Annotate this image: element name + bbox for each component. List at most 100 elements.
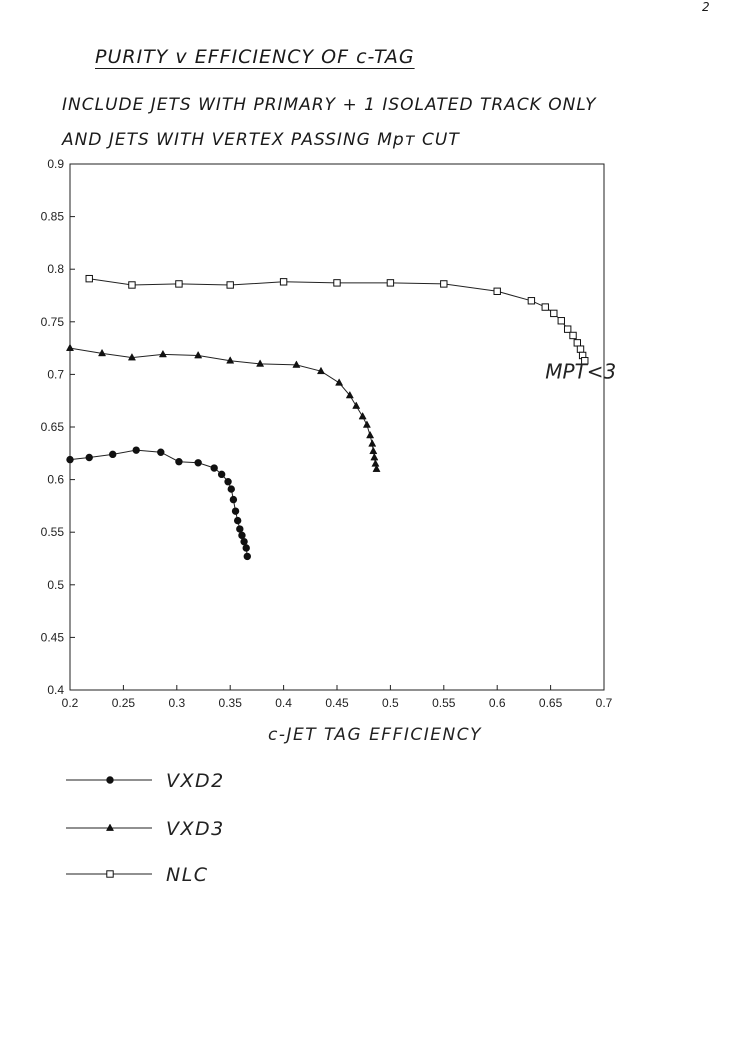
- data-point-vxd2: [242, 544, 250, 552]
- data-point-vxd2: [236, 525, 244, 533]
- series-line-vxd3: [69, 347, 377, 470]
- data-point-vxd3: [352, 401, 361, 409]
- legend-label-vxd2: VXD2: [166, 770, 225, 792]
- y-tick-label: 0.65: [41, 420, 65, 434]
- data-point-nlc: [563, 325, 572, 333]
- data-point-vxd2: [240, 537, 248, 546]
- series-line-vxd2: [69, 449, 248, 557]
- series-vxd2: [66, 446, 251, 561]
- data-point-nlc: [279, 278, 288, 286]
- data-point-vxd3: [369, 446, 378, 455]
- data-point-vxd3: [362, 420, 371, 428]
- y-tick-label: 0.8: [47, 262, 64, 276]
- data-point-nlc: [569, 331, 577, 340]
- data-point-vxd3: [335, 378, 344, 386]
- data-point-vxd3: [292, 360, 301, 368]
- data-point-nlc: [128, 281, 136, 289]
- legend-marker-vxd2: [106, 776, 114, 784]
- data-point-vxd2: [229, 495, 238, 504]
- x-tick-label: 0.5: [382, 696, 399, 710]
- data-point-nlc: [175, 280, 183, 288]
- data-point-nlc: [85, 274, 93, 283]
- legend-label-nlc: NLC: [166, 864, 209, 886]
- legend-marker-vxd3: [105, 823, 115, 831]
- data-point-vxd3: [368, 439, 377, 447]
- y-tick-label: 0.9: [47, 157, 64, 171]
- data-point-vxd3: [127, 353, 136, 361]
- legend-item-nlc: NLC: [66, 864, 209, 886]
- mpt-cut-annotation: MPT<3: [545, 360, 616, 384]
- x-axis-label: c-JET TAG EFFICIENCY: [268, 725, 482, 745]
- data-point-vxd2: [238, 531, 246, 540]
- data-point-vxd3: [256, 359, 265, 367]
- data-point-vxd2: [109, 450, 117, 459]
- y-tick-label: 0.75: [41, 315, 65, 329]
- data-point-vxd2: [227, 485, 235, 493]
- data-point-vxd2: [217, 470, 226, 479]
- data-point-nlc: [440, 280, 448, 288]
- data-point-nlc: [527, 297, 536, 305]
- x-tick-label: 0.2: [62, 696, 79, 710]
- data-point-vxd3: [226, 356, 235, 364]
- plot-frame: [69, 163, 605, 691]
- x-tick-label: 0.55: [432, 696, 456, 710]
- y-tick-label: 0.6: [47, 473, 64, 487]
- data-point-nlc: [226, 281, 234, 289]
- page-number-mark: 2: [702, 0, 710, 14]
- data-point-vxd2: [224, 478, 232, 486]
- data-point-nlc: [386, 279, 395, 287]
- x-tick-label: 0.4: [275, 696, 292, 710]
- data-point-vxd3: [194, 350, 203, 359]
- y-tick-label: 0.5: [47, 578, 64, 592]
- data-point-vxd2: [85, 453, 93, 462]
- data-point-vxd2: [175, 458, 183, 466]
- series-line-nlc: [89, 278, 586, 361]
- x-tick-label: 0.25: [112, 696, 136, 710]
- data-point-vxd2: [132, 446, 140, 454]
- data-point-vxd2: [243, 552, 251, 561]
- data-point-vxd3: [372, 464, 381, 472]
- data-point-vxd3: [370, 452, 379, 461]
- data-point-vxd3: [345, 390, 354, 399]
- legend-item-vxd2: VXD2: [66, 770, 225, 792]
- y-tick-label: 0.85: [41, 210, 65, 224]
- x-tick-label: 0.6: [489, 696, 506, 710]
- data-point-nlc: [576, 345, 585, 353]
- x-tick-label: 0.45: [325, 696, 349, 710]
- series-layer: [65, 274, 589, 561]
- data-point-vxd2: [66, 455, 74, 464]
- data-point-vxd3: [98, 348, 107, 357]
- y-tick-label: 0.55: [41, 525, 65, 539]
- data-point-vxd3: [158, 349, 167, 358]
- data-point-nlc: [573, 339, 581, 347]
- subtitle-line-2: AND JETS WITH VERTEX PASSING Mpт CUT: [62, 130, 460, 150]
- data-point-vxd2: [194, 459, 202, 467]
- data-point-nlc: [581, 357, 589, 365]
- data-point-vxd2: [157, 448, 165, 456]
- axis-ticks: 0.2 0.25 0.3 0.35 0.4 0.45 0.5 0.55 0.6 0.65 0.7 0.…: [41, 157, 613, 710]
- data-point-nlc: [550, 309, 558, 318]
- page-title: PURITY v EFFICIENCY OF c-TAG: [95, 46, 415, 68]
- legend-item-vxd3: VXD3: [66, 818, 225, 840]
- data-point-vxd3: [358, 411, 367, 420]
- legend-label-vxd3: VXD3: [166, 818, 225, 840]
- series-nlc: [85, 274, 589, 365]
- data-point-nlc: [541, 303, 549, 311]
- y-tick-label: 0.7: [47, 367, 64, 381]
- y-tick-label: 0.45: [41, 630, 65, 644]
- y-tick-label: 0.4: [47, 683, 64, 697]
- data-point-nlc: [493, 287, 501, 295]
- data-point-vxd2: [233, 516, 242, 525]
- data-point-vxd3: [371, 459, 380, 467]
- data-point-nlc: [557, 317, 565, 325]
- data-point-vxd3: [316, 366, 326, 375]
- data-point-vxd2: [231, 507, 240, 515]
- data-point-vxd3: [65, 343, 75, 351]
- data-point-vxd3: [366, 430, 375, 439]
- subtitle-line-1: INCLUDE JETS WITH PRIMARY + 1 ISOLATED T…: [62, 95, 597, 115]
- x-tick-label: 0.35: [219, 696, 243, 710]
- x-tick-label: 0.65: [539, 696, 563, 710]
- legend-marker-nlc: [106, 870, 114, 878]
- x-tick-label: 0.3: [168, 696, 185, 710]
